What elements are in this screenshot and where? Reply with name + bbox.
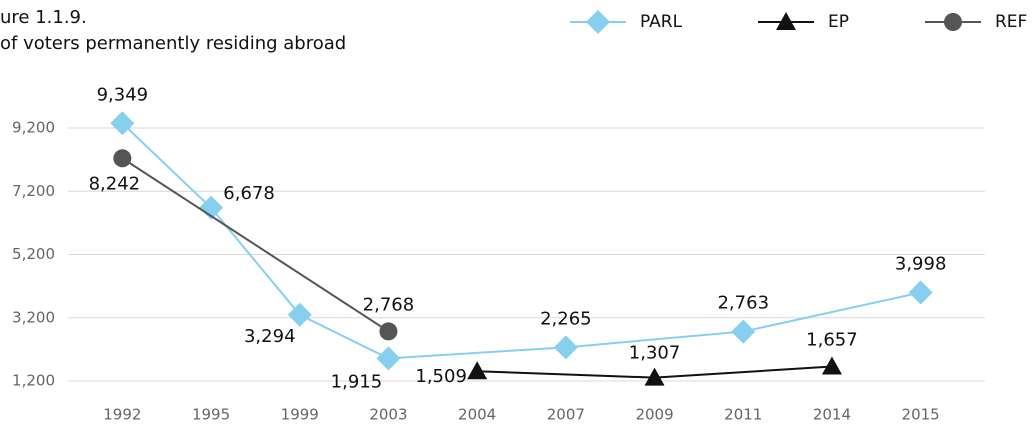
data-label: 1,915 bbox=[331, 371, 383, 392]
x-tick-label: 2015 bbox=[902, 406, 940, 424]
data-label: 8,242 bbox=[89, 173, 141, 194]
chart-title: ure 1.1.9. bbox=[0, 7, 87, 28]
y-tick-label: 7,200 bbox=[12, 182, 55, 200]
data-label: 3,998 bbox=[895, 254, 947, 275]
point bbox=[908, 280, 933, 305]
data-label: 1,509 bbox=[415, 366, 467, 387]
legend-marker bbox=[586, 10, 610, 34]
data-label: 3,294 bbox=[244, 326, 296, 347]
x-tick-label: 1992 bbox=[103, 406, 141, 424]
x-tick-label: 2003 bbox=[369, 406, 407, 424]
legend-label: REF bbox=[995, 12, 1027, 32]
y-tick-label: 5,200 bbox=[12, 245, 55, 263]
y-tick-label: 1,200 bbox=[12, 372, 55, 390]
point bbox=[287, 302, 312, 327]
point bbox=[199, 195, 224, 220]
legend-label: EP bbox=[828, 12, 849, 32]
x-tick-label: 2014 bbox=[813, 406, 851, 424]
point bbox=[644, 367, 665, 386]
data-label: 1,307 bbox=[629, 343, 681, 364]
x-tick-label: 1995 bbox=[192, 406, 230, 424]
point bbox=[467, 361, 488, 380]
series-line bbox=[121, 122, 921, 360]
x-tick-label: 1999 bbox=[281, 406, 319, 424]
point bbox=[553, 335, 578, 360]
data-label: 2,768 bbox=[363, 294, 415, 315]
point bbox=[379, 322, 398, 341]
data-label: 9,349 bbox=[97, 84, 149, 105]
point bbox=[113, 149, 132, 168]
point bbox=[731, 319, 756, 344]
point bbox=[821, 356, 842, 375]
data-label: 6,678 bbox=[223, 183, 275, 204]
point bbox=[376, 346, 401, 371]
legend-label: PARL bbox=[640, 12, 683, 32]
chart-title: of voters permanently residing abroad bbox=[0, 33, 346, 54]
series-line bbox=[121, 157, 389, 333]
legend-marker bbox=[944, 13, 962, 31]
data-label: 2,763 bbox=[717, 293, 769, 314]
x-tick-label: 2009 bbox=[635, 406, 673, 424]
y-tick-label: 9,200 bbox=[12, 119, 55, 137]
x-tick-label: 2011 bbox=[724, 406, 762, 424]
legend-marker bbox=[776, 12, 796, 30]
y-tick-label: 3,200 bbox=[12, 308, 55, 326]
point bbox=[110, 111, 135, 136]
x-tick-label: 2007 bbox=[547, 406, 585, 424]
data-label: 1,657 bbox=[806, 330, 858, 351]
data-label: 2,265 bbox=[540, 308, 592, 329]
x-tick-label: 2004 bbox=[458, 406, 496, 424]
